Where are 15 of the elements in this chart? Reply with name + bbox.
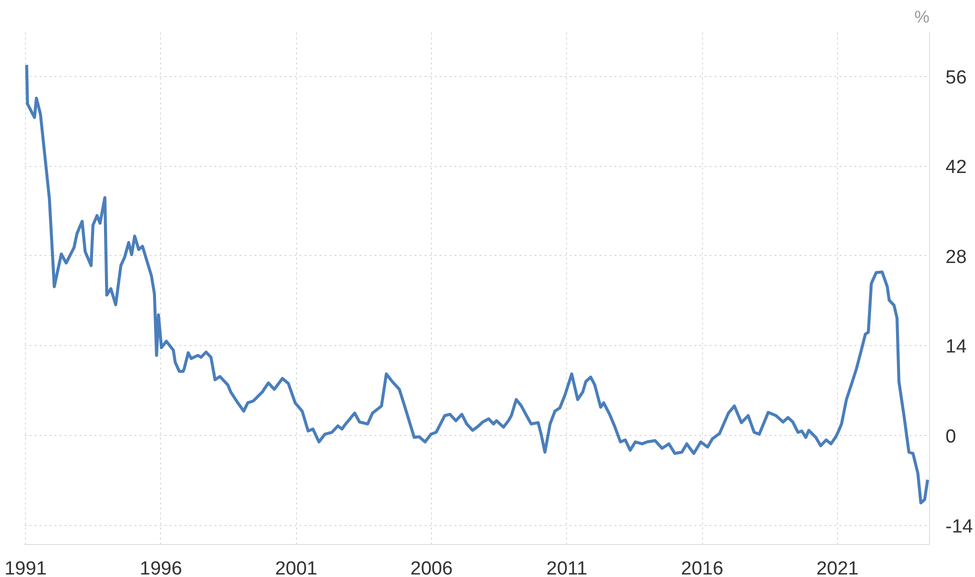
line-series xyxy=(25,63,930,504)
x-tick-label: 1991 xyxy=(4,558,47,577)
y-tick-label: 28 xyxy=(946,246,967,268)
x-tick-label: 2016 xyxy=(681,558,724,577)
y-tick-label: 42 xyxy=(946,157,967,178)
x-tick-label: 2001 xyxy=(275,558,318,577)
x-tick-label: 2006 xyxy=(410,558,453,577)
y-tick-label: -14 xyxy=(946,516,974,538)
x-tick-label: 2011 xyxy=(546,558,588,577)
x-tick-label: 1996 xyxy=(140,558,182,577)
y-tick-label: 14 xyxy=(946,336,968,358)
y-axis-title: % xyxy=(914,8,930,26)
x-tick-label: 2021 xyxy=(816,558,859,577)
y-tick-label: 0 xyxy=(946,426,956,448)
y-tick-label: 56 xyxy=(946,67,967,88)
